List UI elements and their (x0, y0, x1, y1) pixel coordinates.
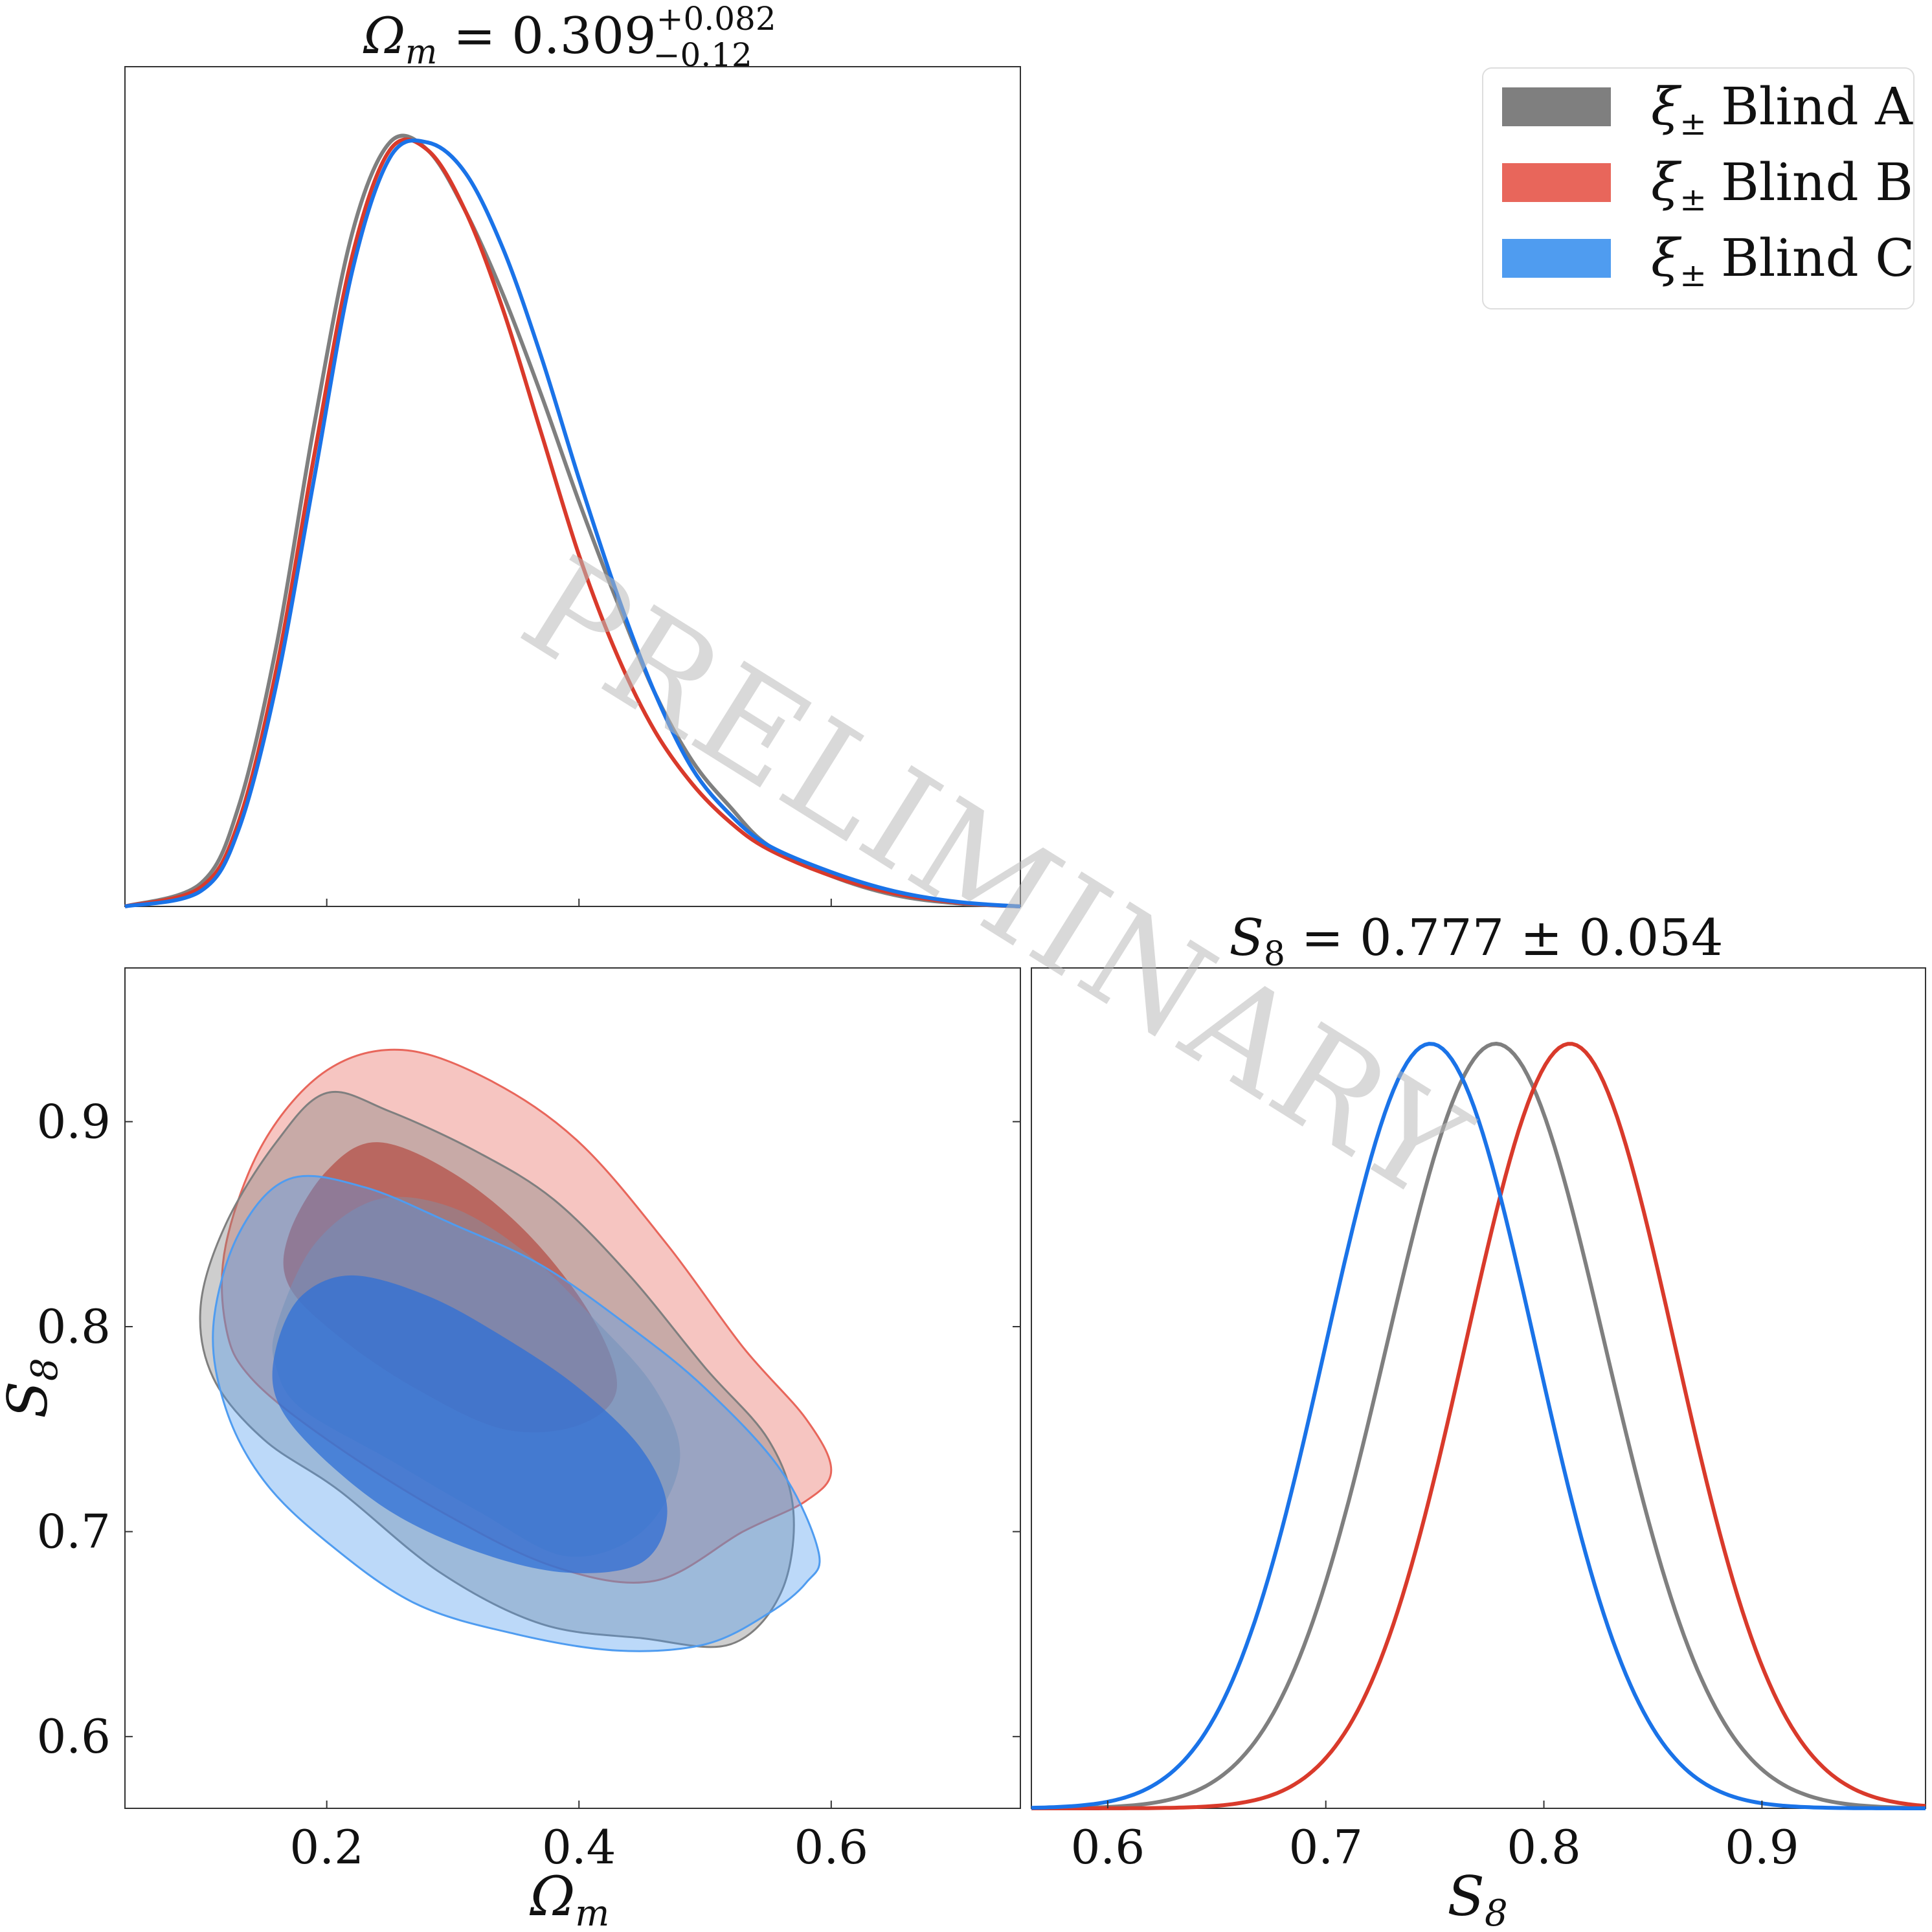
omega-m-marginal-title: Ωm = 0.309+0.082 −0.12 (363, 0, 776, 74)
legend: ξ± Blind A ξ± Blind B ξ± Blind C (1482, 67, 1915, 309)
contour-y-axis-label: S8 (0, 1358, 66, 1418)
s8-x-axis-label: S8 (1447, 1865, 1507, 1932)
s8-x-tick-label: 0.7 (1288, 1820, 1363, 1874)
legend-label-blind-a: ξ± Blind A (1651, 76, 1913, 142)
contour-x-tick-label: 0.2 (289, 1820, 364, 1874)
contour-y-tick-label: 0.8 (36, 1299, 111, 1354)
legend-label-blind-b: ξ± Blind B (1651, 152, 1913, 218)
preliminary-watermark: PRELIMINARY (497, 527, 1496, 1233)
s8-marginal-curves (1031, 1042, 1926, 1810)
legend-swatch-blind-c (1502, 239, 1611, 278)
s8-curve-blind-b (1031, 1042, 1926, 1810)
contour-x-axis-label: Ωm (530, 1865, 610, 1932)
axis-ticks: 0.2 0.4 0.6 0.6 0.7 0.8 0.9 0.6 0.7 0.8 0.9 (36, 899, 1799, 1874)
omega-m-marginal-frame (124, 66, 1021, 907)
legend-swatch-blind-b (1502, 163, 1611, 202)
s8-x-tick-label: 0.8 (1507, 1820, 1581, 1874)
omega-m-curve-blind-c (124, 138, 1021, 908)
contour-y-tick-label: 0.7 (36, 1505, 111, 1559)
s8-curve-blind-c (1031, 1042, 1926, 1810)
s8-x-tick-label: 0.9 (1725, 1820, 1799, 1874)
contour-inner-blind-c (272, 1275, 668, 1573)
legend-swatch-blind-a (1502, 87, 1611, 126)
contour-y-tick-label: 0.6 (36, 1709, 111, 1764)
contour-panel-frame (124, 967, 1021, 1809)
s8-curve-blind-a (1031, 1042, 1926, 1810)
contour-x-tick-label: 0.4 (542, 1820, 616, 1874)
omega-m-curve-blind-b (124, 137, 1021, 908)
contour-y-tick-label: 0.9 (36, 1094, 111, 1149)
omega-m-marginal-curves (124, 133, 1021, 908)
s8-marginal-title: S8 = 0.777 ± 0.054 (1229, 909, 1723, 974)
s8-marginal-frame (1031, 967, 1926, 1809)
s8-x-tick-label: 0.6 (1071, 1820, 1145, 1874)
legend-label-blind-c: ξ± Blind C (1651, 228, 1915, 294)
contour-shapes (199, 1048, 833, 1652)
contour-x-tick-label: 0.6 (794, 1820, 869, 1874)
